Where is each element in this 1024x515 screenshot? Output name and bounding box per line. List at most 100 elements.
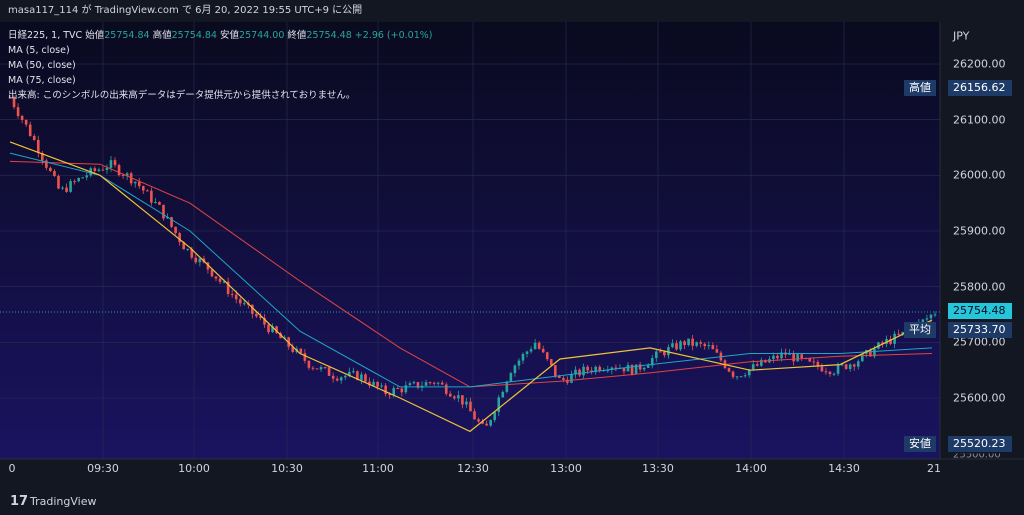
- candle-body: [586, 366, 589, 371]
- candle-body: [53, 171, 56, 177]
- time-tick-label: 0: [8, 462, 16, 475]
- candle-body: [659, 351, 662, 353]
- candle-body: [848, 364, 852, 369]
- candle-body: [210, 269, 214, 277]
- candle-body: [24, 119, 28, 125]
- low-value: 25744.00: [239, 30, 285, 41]
- candle-body: [735, 376, 739, 378]
- candle-body: [93, 168, 97, 172]
- candle-body: [477, 419, 480, 422]
- candle-body: [65, 187, 68, 192]
- candle-body: [238, 299, 242, 304]
- candle-body: [97, 169, 101, 172]
- candle-body: [788, 353, 791, 355]
- candle-body: [178, 233, 181, 243]
- symbol-name[interactable]: 日経225, 1, TVC: [8, 30, 83, 41]
- candle-body: [812, 361, 816, 363]
- candle-body: [16, 107, 20, 117]
- candle-body: [392, 388, 396, 396]
- currency-label[interactable]: JPY: [953, 29, 970, 43]
- candle-body: [368, 381, 371, 386]
- candle-body: [28, 124, 32, 137]
- candle-body: [929, 314, 933, 319]
- candle-body: [251, 304, 254, 314]
- candle-body: [20, 116, 24, 120]
- candle-body: [824, 371, 828, 373]
- candle-body: [271, 326, 274, 333]
- candle-body: [101, 169, 105, 171]
- high-value: 25754.84: [171, 30, 217, 41]
- candle-body: [545, 352, 549, 360]
- candle-body: [117, 165, 121, 176]
- candle-body: [158, 202, 161, 205]
- candle-body: [242, 303, 246, 305]
- candle-body: [424, 382, 428, 386]
- candle-body: [457, 395, 460, 399]
- tradingview-logo-icon[interactable]: 17: [10, 494, 29, 509]
- footer-bar: 17 TradingView: [0, 489, 1024, 515]
- candle-body: [889, 339, 892, 344]
- candle-body: [267, 324, 270, 333]
- candle-body: [489, 420, 492, 426]
- ma75-legend[interactable]: MA (75, close): [8, 75, 76, 86]
- candle-body: [275, 326, 278, 334]
- candle-body: [590, 370, 593, 372]
- candle-body: [186, 248, 190, 250]
- candle-body: [509, 373, 513, 382]
- candle-body: [121, 175, 125, 177]
- candle-body: [695, 342, 698, 346]
- candle-body: [828, 371, 832, 375]
- candle-body: [606, 370, 610, 372]
- candle-body: [860, 353, 864, 362]
- candle-body: [743, 375, 747, 377]
- candle-body: [291, 346, 295, 352]
- price-tick-label: 26100.00: [953, 113, 1006, 127]
- candle-body: [836, 364, 840, 374]
- time-tick-label: 13:00: [550, 462, 582, 475]
- candle-body: [598, 366, 602, 371]
- candle-body: [436, 382, 440, 384]
- close-value: 25754.48: [306, 30, 352, 41]
- candle-body: [81, 177, 85, 179]
- candle-body: [844, 364, 848, 369]
- candle-body: [760, 359, 763, 366]
- candle-body: [226, 281, 230, 294]
- candle-body: [921, 319, 925, 323]
- time-tick-label: 11:00: [362, 462, 394, 475]
- time-tick-label: 09:30: [87, 462, 119, 475]
- candle-body: [319, 367, 323, 370]
- candle-body: [513, 365, 517, 374]
- candle-body: [303, 353, 307, 361]
- candle-body: [133, 181, 137, 184]
- price-tick-label: 26200.00: [953, 57, 1006, 71]
- candle-body: [897, 333, 900, 335]
- candle-body: [727, 368, 731, 372]
- candle-body: [873, 348, 876, 357]
- candle-body: [372, 381, 375, 386]
- ma5-legend[interactable]: MA (5, close): [8, 45, 70, 56]
- candle-body: [533, 342, 537, 350]
- time-axis-background[interactable]: [0, 459, 1024, 489]
- candle-body: [222, 281, 226, 283]
- ma50-legend[interactable]: MA (50, close): [8, 60, 76, 71]
- candle-body: [12, 97, 16, 108]
- candle-body: [384, 385, 387, 394]
- brand-name[interactable]: TradingView: [30, 495, 97, 508]
- candle-body: [881, 342, 884, 344]
- candle-body: [335, 378, 339, 381]
- candle-body: [549, 359, 553, 366]
- high-tag-label: 高値: [904, 80, 936, 96]
- low-tag-label: 安値: [904, 436, 936, 452]
- candle-body: [832, 373, 836, 375]
- candle-body: [348, 371, 351, 376]
- candle-body: [792, 353, 795, 362]
- candle-body: [465, 401, 468, 405]
- candle-body: [69, 181, 72, 192]
- candle-body: [198, 258, 202, 263]
- time-tick-label: 13:30: [642, 462, 674, 475]
- candle-body: [206, 262, 210, 270]
- candle-body: [703, 343, 707, 347]
- candle-body: [481, 421, 484, 424]
- candle-body: [517, 360, 521, 366]
- candle-body: [622, 367, 626, 372]
